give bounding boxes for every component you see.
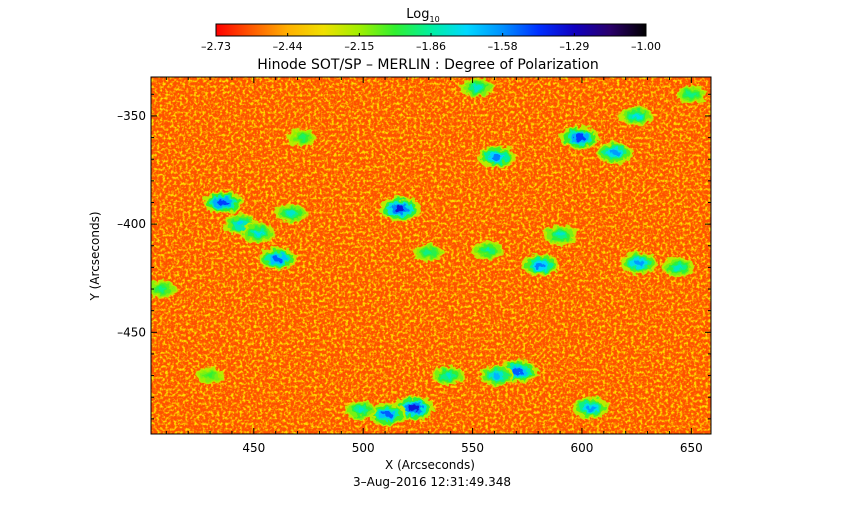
colorbar-tick-label: –2.73: [201, 40, 231, 53]
x-tick-label: 450: [242, 441, 265, 455]
colorbar: Log10 –2.73 –2.44 –2.15 –1.86 –1.58 –1.29 –1.0…: [201, 7, 661, 53]
x-tick-label: 600: [570, 441, 593, 455]
colorbar-tick-label: –1.86: [416, 40, 446, 53]
polarization-region: [258, 247, 298, 271]
polarization-region: [472, 240, 504, 260]
x-axis-label: X (Arcseconds): [385, 458, 475, 472]
x-tick-label: 500: [352, 441, 375, 455]
timestamp-footer: 3–Aug–2016 12:31:49.348: [353, 475, 511, 489]
y-axis-label: Y (Arcseconds): [88, 211, 102, 301]
plot-area: [151, 77, 711, 434]
colorbar-title-subscript: 10: [430, 15, 440, 24]
polarization-region: [560, 125, 600, 150]
y-tick-label: –350: [117, 109, 146, 123]
polarization-region: [477, 145, 516, 169]
colorbar-tick-label: –2.15: [344, 40, 374, 53]
y-tick-label: –450: [117, 325, 146, 339]
colorbar-tick-label: –1.29: [559, 40, 589, 53]
polarization-region: [274, 203, 308, 223]
y-tick-label: –400: [117, 217, 146, 231]
colorbar-ticks: –2.73 –2.44 –2.15 –1.86 –1.58 –1.29 –1.00: [201, 33, 661, 53]
polarization-region: [620, 252, 658, 274]
polarization-regions: [151, 78, 707, 426]
polarization-region: [596, 141, 633, 164]
polarization-region: [543, 225, 577, 245]
polarization-region: [460, 78, 494, 98]
polarization-region: [203, 190, 243, 215]
colorbar-tick-label: –1.00: [631, 40, 661, 53]
polarization-region: [195, 367, 225, 384]
x-tick-label: 550: [461, 441, 484, 455]
polarization-region: [619, 106, 654, 126]
polarization-region: [572, 397, 609, 419]
colorbar-tick-label: –2.44: [273, 40, 303, 53]
polarization-region: [344, 400, 378, 420]
polarization-region: [432, 365, 465, 386]
polarization-region: [521, 254, 560, 277]
polarization-region: [676, 85, 707, 104]
colorbar-tick-label: –1.58: [488, 40, 518, 53]
polarization-region: [413, 243, 444, 262]
colorbar-title: Log10: [406, 7, 439, 24]
plot-frame: [150, 76, 712, 435]
polarization-region: [379, 196, 422, 222]
polarization-region: [151, 280, 178, 299]
polarization-region: [661, 257, 695, 277]
axes: 450 500 550 600 650 –350 –400 –450: [117, 77, 711, 455]
chart-title: Hinode SOT/SP – MERLIN : Degree of Polar…: [257, 57, 599, 73]
polarization-region: [241, 222, 275, 243]
polarization-region: [287, 128, 317, 147]
polarization-region: [368, 403, 407, 426]
x-tick-label: 650: [680, 441, 703, 455]
polarization-region: [478, 365, 515, 387]
